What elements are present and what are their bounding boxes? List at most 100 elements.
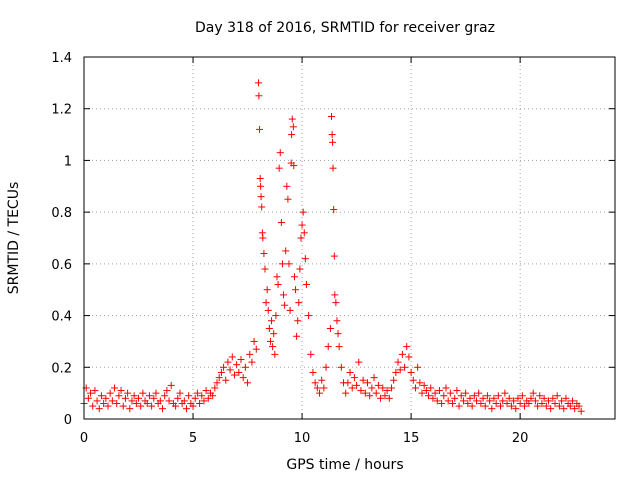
data-point [172,402,180,410]
x-tick-label: 10 [294,431,311,446]
data-point [440,392,448,400]
data-point [266,337,274,345]
data-point [265,325,273,332]
data-point [547,405,555,413]
data-point [368,384,376,392]
data-point [505,394,513,402]
data-point [271,350,279,358]
data-point [189,402,197,410]
data-point [274,281,282,289]
data-point [414,363,422,371]
data-point [407,368,415,376]
data-point [344,379,352,387]
data-point [180,397,188,405]
data-point [529,389,537,397]
data-point [305,312,313,320]
data-point [318,376,326,384]
data-point [334,330,342,338]
data-point [226,366,234,374]
data-point [420,381,428,389]
y-tick-label: 1 [64,154,72,169]
data-point [527,394,535,402]
data-point [490,394,498,402]
data-point [538,399,546,407]
data-point [353,381,361,389]
data-point [468,402,476,410]
data-point [525,399,533,407]
data-point [401,363,409,371]
data-point [211,384,219,392]
data-point [329,138,337,146]
data-point [479,394,487,402]
data-point [555,402,563,410]
data-point [283,182,291,190]
data-point [257,182,265,190]
data-point [499,397,507,405]
data-point [261,265,269,273]
data-point [549,394,557,402]
data-point [562,394,570,402]
data-point [108,397,116,405]
data-point [209,392,217,400]
data-point [473,397,481,405]
data-point [514,394,522,402]
y-tick-label: 0.8 [51,206,72,221]
data-point [470,392,478,400]
data-point [379,384,387,392]
data-point [145,392,153,400]
data-point [544,397,552,405]
data-point [337,363,345,371]
data-point [228,353,236,361]
data-point [275,164,283,172]
data-point [277,218,285,226]
data-point [330,252,338,260]
data-series-srmtid [80,79,585,415]
data-point [128,397,136,405]
data-point [213,379,221,387]
data-point [553,392,561,400]
data-point [87,389,95,397]
data-point [431,389,439,397]
data-point [516,399,524,407]
data-point [531,397,539,405]
data-point [577,407,585,415]
data-point [475,389,483,397]
data-point [270,330,278,338]
data-point [252,345,260,353]
data-point [93,397,101,405]
data-point [293,332,301,340]
data-point [540,394,548,402]
data-point [311,379,319,387]
data-point [387,384,395,392]
y-tick-label: 0 [64,413,72,428]
data-point [507,402,515,410]
data-point [411,384,419,392]
data-point [290,273,298,281]
data-point [457,392,465,400]
data-point [350,374,358,382]
data-point [298,221,306,229]
data-point [182,405,190,413]
data-point [280,291,288,299]
data-point [102,394,110,402]
data-point [288,131,296,139]
data-point [294,317,302,325]
data-point [416,379,424,387]
data-point [174,394,182,402]
data-point [224,358,232,366]
data-point [370,374,378,382]
data-point [259,234,267,242]
data-point [250,337,258,345]
data-point [558,397,566,405]
data-point [442,384,450,392]
data-point [285,260,293,268]
data-point [329,164,337,172]
data-point [307,350,315,358]
data-point [111,384,119,392]
data-point [233,361,241,369]
data-point [409,376,417,384]
data-point [322,363,330,371]
data-point [335,343,343,351]
x-tick-label: 5 [189,431,197,446]
